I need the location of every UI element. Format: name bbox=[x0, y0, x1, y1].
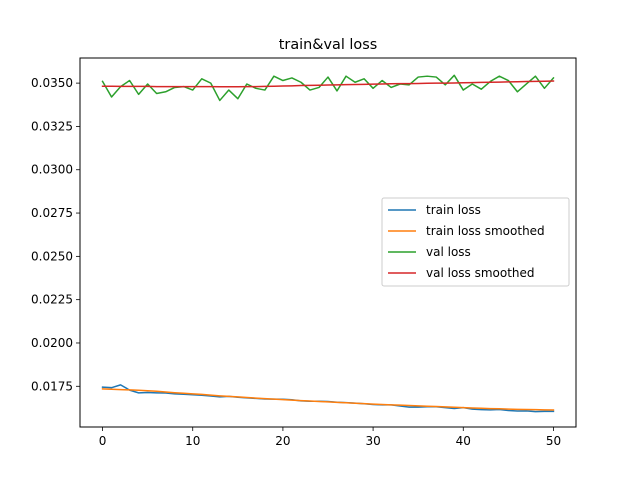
legend-label: train loss smoothed bbox=[426, 224, 545, 238]
axes-frame bbox=[79, 57, 577, 428]
x-tick-label: 30 bbox=[365, 434, 380, 448]
plot-lines bbox=[101, 74, 555, 413]
x-tick-label: 0 bbox=[99, 434, 107, 448]
y-tick-label: 0.0300 bbox=[31, 163, 73, 177]
x-tick-label: 20 bbox=[275, 434, 290, 448]
legend-label: val loss smoothed bbox=[426, 266, 535, 280]
x-tick-label: 50 bbox=[546, 434, 561, 448]
legend-label: val loss bbox=[426, 245, 471, 259]
series-line-1 bbox=[101, 388, 555, 411]
x-tick-label: 40 bbox=[456, 434, 471, 448]
y-tick-label: 0.0200 bbox=[31, 336, 73, 350]
x-tick-label: 10 bbox=[185, 434, 200, 448]
y-tick-label: 0.0325 bbox=[31, 119, 73, 133]
y-tick-label: 0.0250 bbox=[31, 249, 73, 263]
legend: train loss train loss smoothed val loss val… bbox=[381, 197, 570, 287]
series-line-3 bbox=[101, 80, 555, 88]
legend-box bbox=[381, 197, 570, 287]
x-axis: 0 10 20 30 40 50 bbox=[99, 427, 561, 448]
y-axis: 0.0175 0.0200 0.0225 0.0250 0.0275 0.0300 0.03… bbox=[31, 76, 80, 393]
y-tick-label: 0.0275 bbox=[31, 206, 73, 220]
y-tick-label: 0.0350 bbox=[31, 76, 73, 90]
y-tick-label: 0.0175 bbox=[31, 379, 73, 393]
legend-label: train loss bbox=[426, 203, 481, 217]
y-tick-label: 0.0225 bbox=[31, 293, 73, 307]
chart-title: train&val loss bbox=[279, 37, 377, 53]
